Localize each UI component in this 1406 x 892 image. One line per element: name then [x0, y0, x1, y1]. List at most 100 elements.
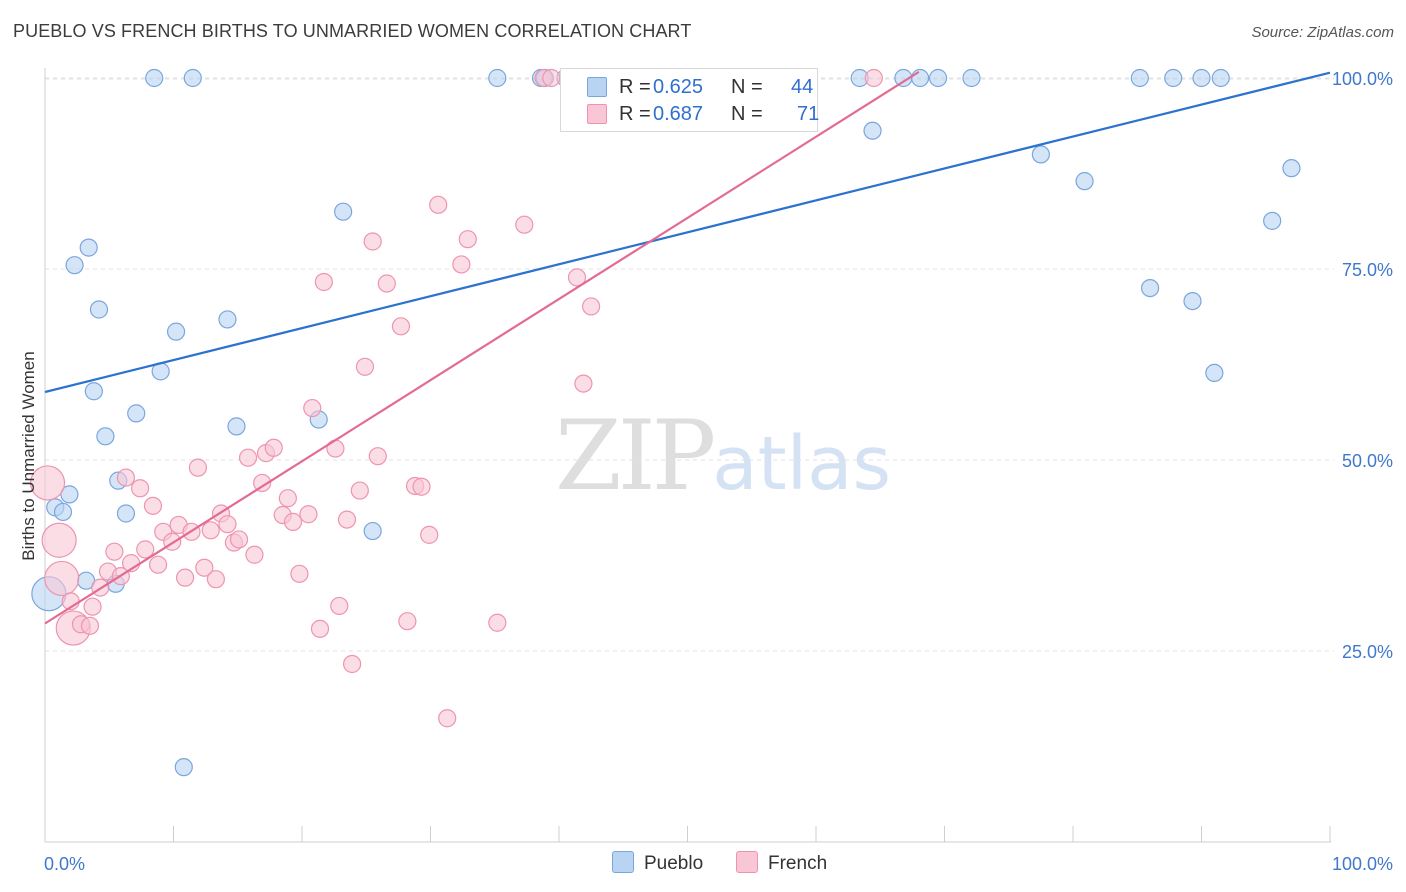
pueblo-point — [1164, 68, 1183, 88]
pueblo-point — [166, 322, 186, 341]
french-point — [303, 398, 322, 418]
pueblo-point — [116, 504, 136, 523]
french-point — [542, 68, 561, 88]
french-point — [264, 438, 283, 457]
y-tick-label: 100.0% — [1332, 69, 1393, 89]
pueblo-point — [79, 238, 98, 257]
french-point — [391, 317, 411, 336]
french-point — [412, 477, 431, 496]
pueblo-n-label: N = — [731, 76, 763, 98]
axes — [44, 68, 1331, 843]
watermark-zip: ZIP — [555, 400, 716, 512]
french-points — [29, 68, 883, 728]
grid-lines — [45, 77, 1334, 652]
french-point — [148, 555, 168, 574]
french-point — [188, 458, 208, 477]
french-point — [574, 374, 593, 393]
pueblo-point — [488, 68, 507, 88]
pueblo-point — [1263, 211, 1282, 230]
pueblo-point — [1183, 291, 1202, 311]
french-point — [337, 510, 357, 529]
pueblo-point — [227, 417, 246, 436]
french-point — [229, 530, 249, 549]
french-point — [143, 496, 163, 515]
pueblo-point — [910, 68, 930, 88]
french-legend-icon — [736, 851, 758, 873]
french-point — [438, 709, 457, 728]
french-point — [458, 230, 477, 249]
french-point — [105, 542, 124, 561]
pueblo-point — [127, 404, 146, 423]
pueblo-point — [65, 256, 84, 275]
french-legend-label: French — [768, 853, 828, 874]
pueblo-point — [53, 502, 73, 522]
french-point — [567, 268, 587, 287]
y-axis-title: Births to Unmarried Women — [19, 351, 38, 560]
pueblo-point — [334, 202, 353, 221]
pueblo-point — [928, 68, 948, 88]
french-point — [368, 447, 387, 466]
french-point — [488, 613, 507, 632]
french-point — [343, 654, 362, 674]
french-point — [420, 525, 439, 544]
pueblo-point — [363, 521, 382, 541]
y-tick-label: 50.0% — [1342, 451, 1393, 471]
french-point — [377, 274, 396, 293]
french-r-label: R = — [619, 103, 651, 125]
x-tick-label-min: 0.0% — [44, 854, 85, 874]
pueblo-point — [89, 300, 109, 319]
french-trend-line — [44, 70, 920, 625]
pueblo-point — [1075, 172, 1094, 191]
french-point — [238, 448, 258, 467]
french-point — [283, 512, 303, 531]
watermark-atlas: atlas — [712, 421, 892, 507]
french-point — [452, 255, 471, 274]
french-point — [363, 232, 382, 251]
bottom-legend-pueblo[interactable]: Pueblo — [612, 851, 703, 875]
french-point — [355, 357, 375, 376]
pueblo-point — [962, 68, 981, 88]
x-tick-label-max: 100.0% — [1332, 854, 1393, 874]
french-point — [130, 479, 150, 498]
french-r-value: 0.687 — [653, 103, 704, 125]
french-point — [206, 570, 226, 589]
pueblo-point — [863, 121, 882, 140]
french-point — [350, 481, 369, 500]
bottom-legend-french[interactable]: French — [736, 851, 827, 875]
pueblo-point — [218, 310, 237, 329]
pueblo-point — [1211, 68, 1230, 88]
pueblo-point — [1031, 145, 1050, 164]
french-point — [429, 195, 448, 214]
french-point — [44, 560, 80, 597]
french-n-label: N = — [731, 103, 763, 125]
french-point — [80, 616, 100, 635]
french-point — [253, 473, 272, 493]
french-point — [245, 545, 264, 564]
french-n-value: 71 — [797, 103, 820, 125]
pueblo-legend-label: Pueblo — [644, 853, 704, 874]
pueblo-point — [1192, 68, 1211, 88]
source-credit: Source: ZipAtlas.com — [1251, 24, 1394, 41]
pueblo-n-value: 44 — [791, 76, 814, 98]
y-tick-label: 75.0% — [1342, 260, 1393, 280]
pueblo-point — [1140, 279, 1160, 298]
french-point — [299, 505, 318, 524]
french-point — [83, 597, 102, 616]
french-point — [582, 297, 601, 316]
french-point — [41, 522, 77, 558]
french-point — [290, 564, 309, 583]
french-point — [218, 515, 237, 534]
french-point — [864, 68, 883, 88]
french-point — [29, 465, 66, 501]
french-point — [116, 468, 136, 487]
pueblo-trend-line — [44, 71, 1331, 394]
pueblo-point — [1130, 68, 1149, 88]
pueblo-point — [145, 68, 164, 88]
pueblo-r-label: R = — [619, 76, 651, 98]
french-point — [201, 521, 220, 540]
pueblo-point — [183, 68, 202, 88]
french-point — [326, 439, 345, 458]
pueblo-point — [1205, 363, 1224, 383]
french-point — [515, 215, 534, 234]
